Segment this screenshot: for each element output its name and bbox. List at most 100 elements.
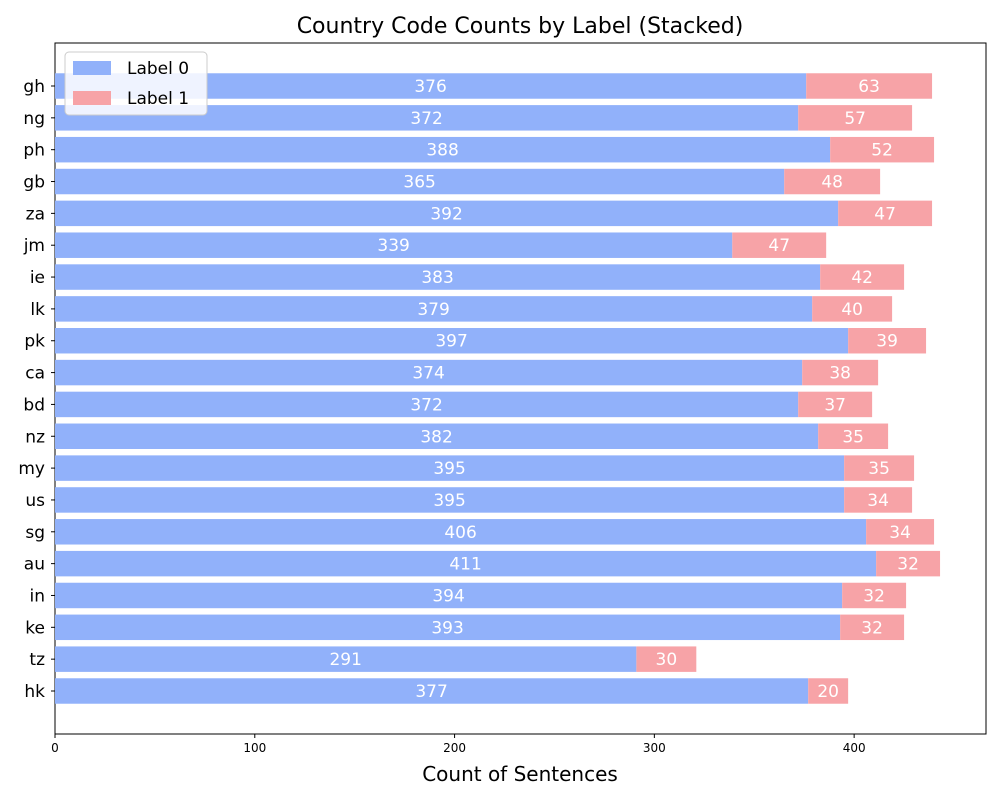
bar-label0-my — [55, 455, 845, 481]
bar-label1-ie — [820, 264, 905, 290]
x-tick-label-100: 100 — [243, 741, 266, 755]
data-label-label0-jm: 339 — [377, 236, 409, 256]
data-label-label1-bd: 37 — [824, 395, 846, 415]
data-label-label1-my: 35 — [868, 459, 890, 479]
data-label-label0-sg: 406 — [444, 523, 476, 543]
y-tick-label-au: au — [24, 555, 45, 575]
bar-label1-ng — [798, 105, 913, 131]
bar-label1-gb — [784, 168, 881, 195]
bar-label0-bd — [55, 391, 799, 418]
data-label-label0-gb: 365 — [403, 173, 435, 193]
data-label-label0-ng: 372 — [410, 109, 442, 129]
y-tick-label-ke: ke — [25, 618, 45, 638]
bar-label0-in — [55, 582, 843, 609]
bar-label1-us — [844, 487, 913, 513]
y-tick-label-jm: jm — [23, 236, 45, 256]
y-tick-label-ng: ng — [23, 109, 45, 129]
data-label-label1-nz: 35 — [842, 427, 864, 447]
data-label-label1-lk: 40 — [841, 300, 863, 320]
bar-label0-ie — [55, 264, 821, 290]
data-label-label0-ke: 393 — [431, 618, 463, 638]
bar-label0-gb — [55, 168, 785, 195]
data-label-label1-in: 32 — [863, 586, 885, 606]
x-tick-label-400: 400 — [843, 741, 866, 755]
bar-label0-sg — [55, 519, 867, 545]
y-tick-label-gh: gh — [23, 77, 45, 97]
bar-label1-tz — [636, 646, 697, 672]
bar-label1-ca — [802, 359, 879, 386]
data-label-label1-au: 32 — [897, 555, 919, 575]
data-label-label0-us: 395 — [433, 491, 465, 511]
data-label-label0-bd: 372 — [410, 395, 442, 415]
data-label-label1-gh: 63 — [858, 77, 880, 97]
data-label-label0-ie: 383 — [421, 268, 453, 288]
y-tick-label-in: in — [30, 586, 46, 606]
y-tick-label-gb: gb — [23, 173, 45, 193]
y-tick-label-nz: nz — [25, 427, 45, 447]
bar-label1-bd — [798, 391, 873, 418]
x-tick-label-0: 0 — [51, 741, 59, 755]
data-label-label0-au: 411 — [449, 555, 481, 575]
data-label-label1-ca: 38 — [829, 364, 851, 384]
bar-label0-hk — [55, 678, 809, 704]
y-tick-label-pk: pk — [24, 332, 45, 352]
data-label-label1-za: 47 — [874, 204, 896, 224]
bar-label0-tz — [55, 646, 637, 672]
data-label-label1-sg: 34 — [889, 523, 911, 543]
y-tick-label-hk: hk — [24, 682, 45, 702]
bar-label1-pk — [848, 328, 927, 354]
bar-label1-au — [876, 550, 941, 577]
data-label-label0-pk: 397 — [435, 332, 467, 352]
legend-swatch-label0 — [73, 61, 111, 75]
x-tick-label-300: 300 — [643, 741, 666, 755]
bar-label0-ke — [55, 614, 841, 641]
bars-layer: 376 63 372 57 388 52 365 48 392 47 339 47 383 42 379 40… — [55, 73, 941, 704]
plot-area-frame — [54, 42, 987, 735]
data-label-label0-lk: 379 — [417, 300, 449, 320]
data-label-label1-jm: 47 — [768, 236, 790, 256]
data-label-label0-nz: 382 — [420, 427, 452, 447]
data-label-label0-in: 394 — [432, 586, 464, 606]
bar-label0-us — [55, 487, 845, 513]
bar-label0-za — [55, 200, 839, 227]
data-label-label1-tz: 30 — [656, 650, 678, 670]
bar-label0-pk — [55, 328, 849, 354]
bar-label1-sg — [866, 519, 935, 545]
data-label-label1-ph: 52 — [871, 141, 893, 161]
data-label-label1-hk: 20 — [817, 682, 839, 702]
data-label-label1-ng: 57 — [844, 109, 866, 129]
bar-label1-nz — [818, 423, 889, 449]
legend: Label 0 Label 1 — [64, 51, 208, 116]
legend-entry-label1: Label 1 — [127, 89, 189, 109]
data-label-label1-ke: 32 — [861, 618, 883, 638]
bar-label0-au — [55, 550, 877, 577]
y-tick-label-lk: lk — [30, 300, 45, 320]
y-tick-label-ca: ca — [25, 364, 45, 384]
bar-label0-jm — [55, 232, 733, 258]
y-tick-labels: gh ng ph gb za jm ie lk pk ca bd nz my us sg au in ke tz hk — [18, 77, 55, 702]
bar-label1-gh — [806, 73, 933, 99]
data-label-label0-tz: 291 — [329, 650, 361, 670]
y-tick-label-sg: sg — [25, 523, 45, 543]
bar-label0-nz — [55, 423, 819, 449]
data-label-label1-gb: 48 — [821, 173, 843, 193]
bar-label1-hk — [808, 678, 849, 704]
bar-label1-ph — [830, 136, 935, 163]
bar-label0-lk — [55, 296, 813, 322]
data-label-label0-my: 395 — [433, 459, 465, 479]
data-label-label0-ca: 374 — [412, 364, 444, 384]
bar-label1-jm — [732, 232, 827, 258]
data-label-label1-ie: 42 — [851, 268, 873, 288]
legend-swatch-label1 — [73, 91, 111, 105]
bar-label1-in — [842, 582, 907, 609]
y-tick-label-us: us — [25, 491, 45, 511]
x-axis-label: Count of Sentences — [422, 762, 618, 786]
bar-label1-lk — [812, 296, 893, 322]
data-label-label0-za: 392 — [430, 204, 462, 224]
y-tick-label-za: za — [26, 204, 45, 224]
legend-entry-label0: Label 0 — [127, 59, 189, 79]
bar-label0-ca — [55, 359, 803, 386]
x-tick-label-200: 200 — [443, 741, 466, 755]
chart-title: Country Code Counts by Label (Stacked) — [297, 14, 744, 39]
